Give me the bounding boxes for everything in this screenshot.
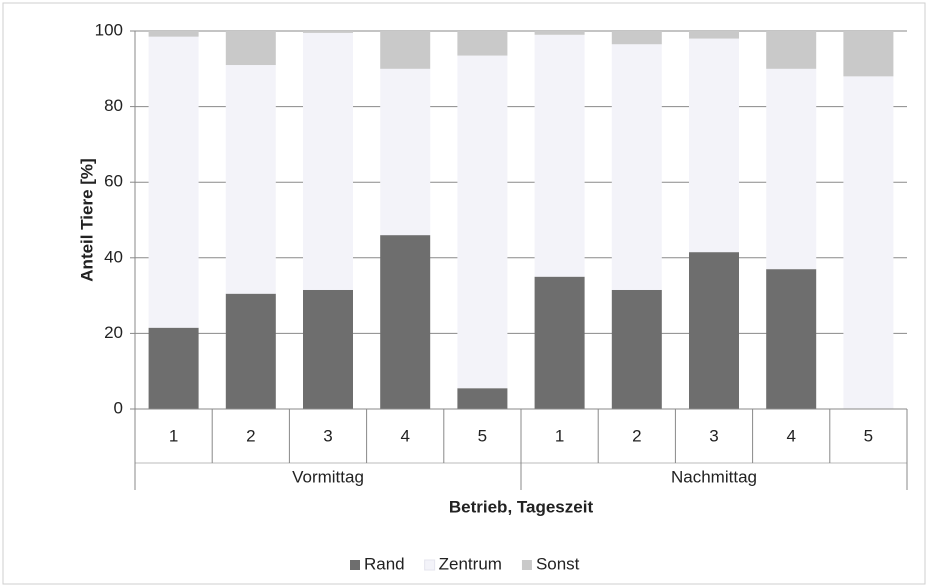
bar-segment (457, 55, 508, 389)
x-tick-label: 1 (555, 426, 564, 445)
x-tick-label: 4 (786, 426, 795, 445)
bar-segment (380, 31, 431, 69)
bar-segment (689, 31, 739, 39)
bar-segment (303, 289, 353, 409)
y-tick-label: 40 (104, 247, 123, 266)
x-axis-title: Betrieb, Tageszeit (449, 497, 594, 516)
y-tick-label: 20 (104, 323, 123, 342)
bar-segment (611, 31, 662, 45)
bar-segment (457, 388, 508, 409)
bar-segment (148, 327, 199, 409)
bar-segment (534, 34, 585, 277)
legend-label: Rand (364, 554, 405, 573)
x-tick-label: 5 (478, 426, 487, 445)
legend-swatch (350, 560, 360, 570)
x-tick-label: 3 (709, 426, 718, 445)
y-tick-label: 0 (114, 398, 123, 417)
x-tick-label: 1 (169, 426, 178, 445)
bar-segment (225, 293, 276, 409)
group-label: Nachmittag (671, 467, 757, 486)
x-tick-label: 3 (323, 426, 332, 445)
y-axis-title: Anteil Tiere [%] (77, 158, 96, 281)
bar-segment (766, 31, 817, 69)
bar-segment (689, 38, 739, 253)
bar-segment (303, 31, 353, 33)
group-label: Vormittag (292, 467, 364, 486)
bar-segment (766, 269, 817, 409)
bar-segment (534, 276, 585, 409)
y-tick-label: 60 (104, 172, 123, 191)
y-tick-label: 80 (104, 96, 123, 115)
bar-segment (534, 31, 585, 35)
bar-segment (766, 68, 817, 270)
bar-segment (148, 31, 199, 37)
bar-segment (225, 65, 276, 294)
bar-segment (225, 31, 276, 66)
bar-segment (611, 289, 662, 409)
bar-segment (611, 44, 662, 290)
bar-segment (148, 36, 199, 328)
x-tick-label: 5 (864, 426, 873, 445)
legend-label: Zentrum (439, 554, 502, 573)
bar-segment (380, 68, 431, 236)
bar-segment (380, 235, 431, 409)
bar-segment (689, 252, 739, 409)
legend-label: Sonst (536, 554, 580, 573)
bar-segment (303, 32, 353, 290)
x-tick-label: 4 (400, 426, 409, 445)
bar-segment (843, 76, 894, 410)
y-tick-label: 100 (95, 20, 123, 39)
x-tick-label: 2 (246, 426, 255, 445)
legend-swatch (521, 560, 532, 570)
bar-segment (843, 31, 894, 77)
bar-segment (457, 31, 508, 56)
x-tick-label: 2 (632, 426, 641, 445)
legend-swatch (424, 559, 436, 571)
